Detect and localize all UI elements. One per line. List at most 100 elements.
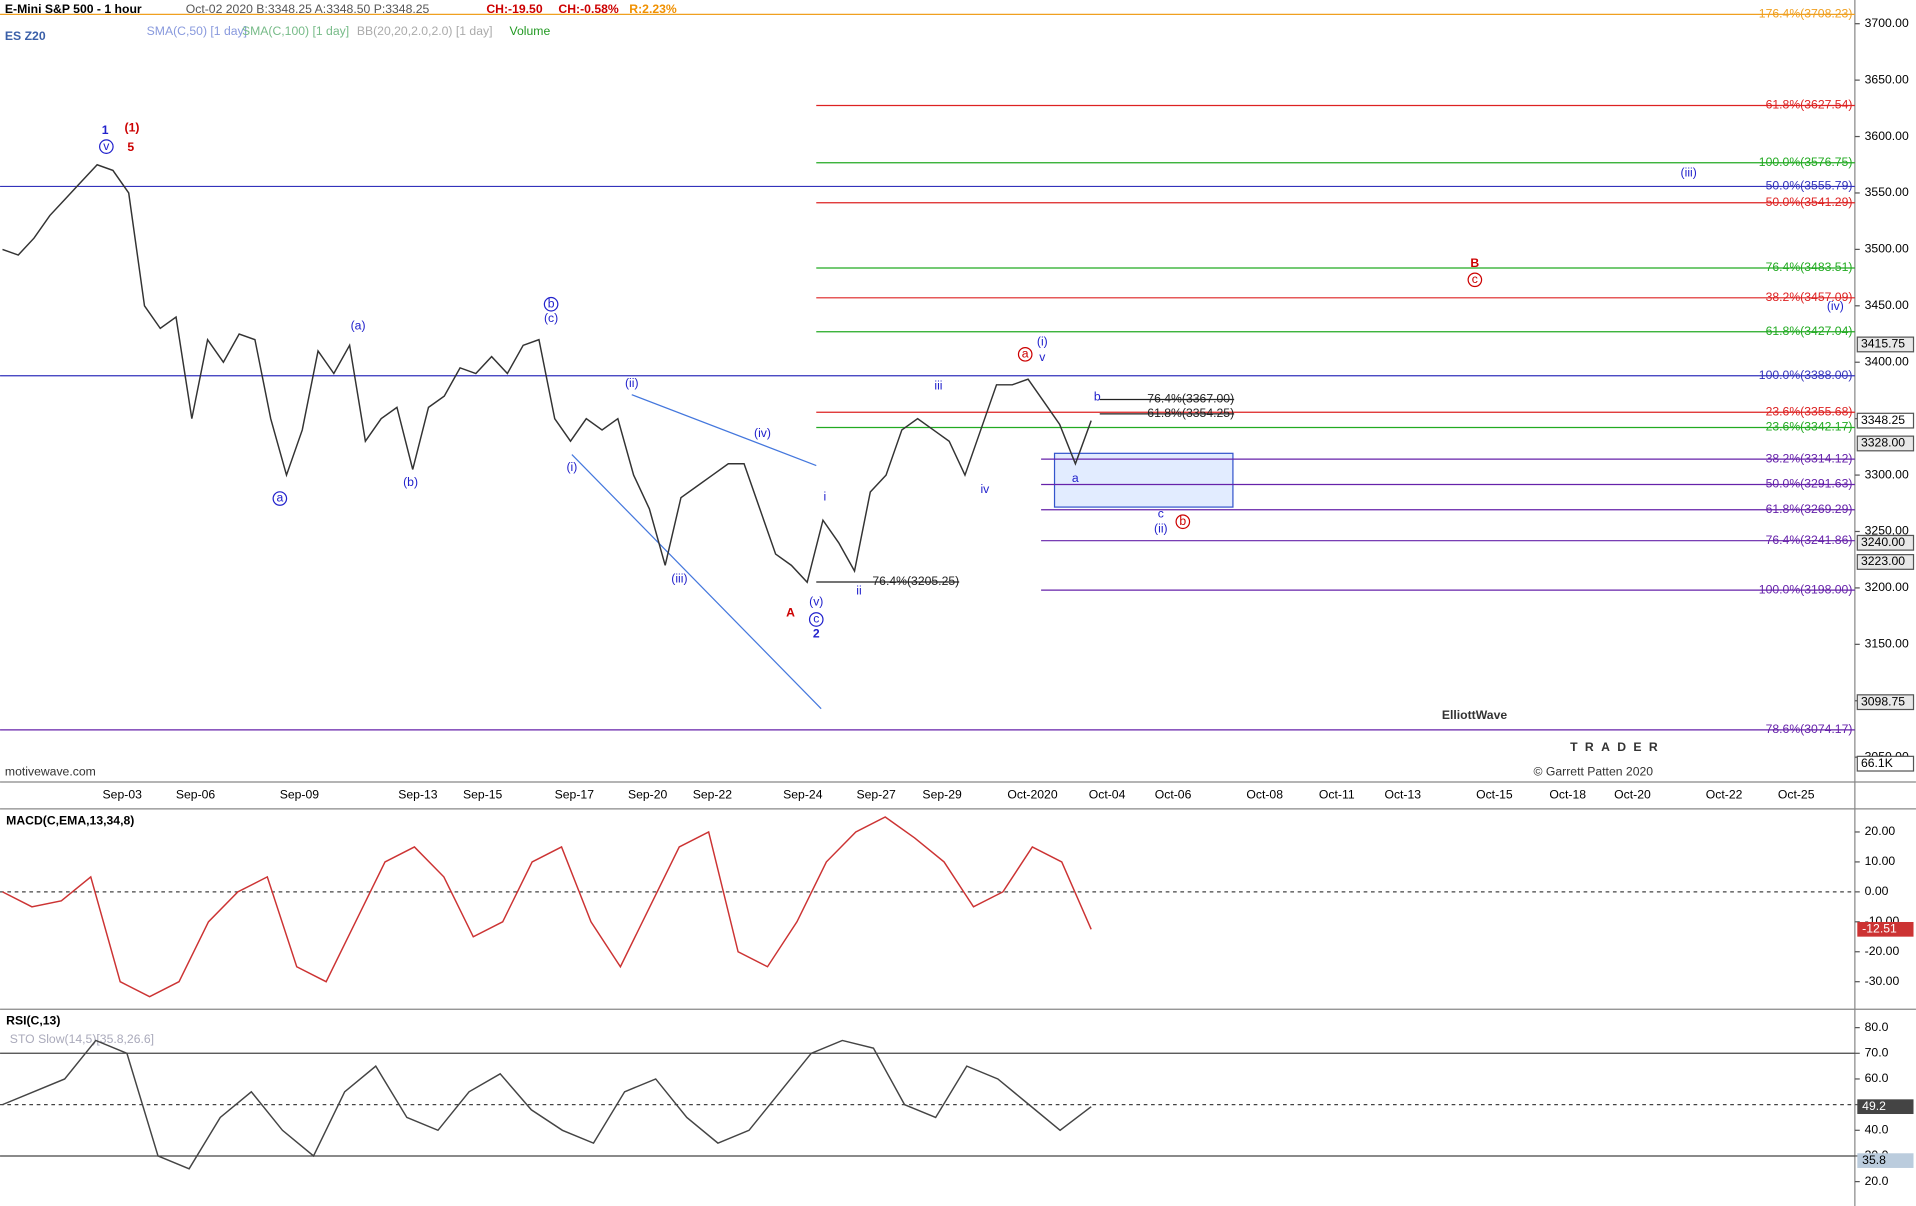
price-tag [1856, 336, 1915, 353]
fib-label: 61.8%(3269.29) [1766, 502, 1853, 516]
series-line [2, 163, 1092, 584]
wave-label: 1 [102, 123, 109, 137]
wave-label: a [1072, 471, 1079, 485]
wave-label: b [548, 296, 555, 310]
x-tick-label: Oct-20 [1614, 788, 1651, 802]
volume-tag [1856, 755, 1915, 772]
wave-label: v [103, 139, 110, 153]
fib-label: 61.8%(3627.54) [1766, 98, 1853, 112]
wave-label: (iii) [671, 571, 687, 585]
price-tag-label: 3240.00 [1861, 535, 1905, 549]
fib-label: 100.0%(3576.75) [1759, 155, 1853, 169]
fib-label: 50.0%(3291.63) [1766, 477, 1853, 491]
wave-label: b [1094, 389, 1101, 403]
rsi-subtitle: STO Slow(14,5)[35.8,26.6] [10, 1032, 154, 1046]
fib-label: 76.4%(3483.51) [1766, 260, 1853, 274]
x-tick-label: Oct-04 [1089, 788, 1126, 802]
fib-label: 38.2%(3314.12) [1766, 451, 1853, 465]
x-tick-label: Sep-09 [280, 788, 320, 802]
volume-label: 66.1K [1861, 756, 1893, 770]
y-tick-label: 10.00 [1865, 854, 1896, 868]
series-line [2, 1039, 1092, 1170]
wave-label: c [1472, 272, 1478, 286]
price-tag [1856, 412, 1915, 429]
x-tick-label: Oct-15 [1476, 788, 1513, 802]
value-tag [1857, 1153, 1914, 1168]
x-tick-label: Oct-2020 [1007, 788, 1057, 802]
symbol: ES Z20 [5, 29, 46, 43]
wave-label: 5 [127, 140, 134, 154]
y-tick-label: 3200.00 [1865, 580, 1909, 594]
value-tag [1857, 1099, 1914, 1115]
price-tag [1856, 534, 1915, 551]
logo-sub: TRADER [1570, 740, 1665, 754]
fib-label: 23.6%(3342.17) [1766, 420, 1853, 434]
wave-label: (ii) [625, 376, 639, 390]
wave-circle [1017, 347, 1033, 362]
fib-label: 78.6%(3074.17) [1766, 722, 1853, 736]
x-tick-label: Sep-17 [555, 788, 595, 802]
fib-label: 76.4%(3241.86) [1766, 533, 1853, 547]
price-tag-label: 3415.75 [1861, 337, 1905, 351]
price-tag-label: 3098.75 [1861, 694, 1905, 708]
quote: Oct-02 2020 B:3348.25 A:3348.50 P:3348.2… [186, 2, 430, 16]
watermark: motivewave.com [5, 764, 96, 778]
y-tick-label: 3300.00 [1865, 467, 1909, 481]
x-tick-label: Sep-13 [398, 788, 438, 802]
price-tag-label: 3328.00 [1861, 436, 1905, 450]
change: CH:-19.50 [486, 2, 543, 16]
wave-label: B [1470, 256, 1479, 270]
wave-label: A [786, 606, 795, 620]
value-label: 49.2 [1862, 1099, 1886, 1113]
wave-label: a [1022, 347, 1029, 361]
x-tick-label: Oct-22 [1706, 788, 1743, 802]
range: R:2.23% [629, 2, 677, 16]
y-tick-label: 80.0 [1865, 1020, 1889, 1034]
wave-label: (iv) [754, 426, 771, 440]
wave-label: (b) [403, 475, 418, 489]
y-tick-label: -30.00 [1865, 974, 1900, 988]
price-tag [1856, 694, 1915, 711]
study: SMA(C,100) [1 day] [242, 24, 349, 38]
macd-title: MACD(C,EMA,13,34,8) [6, 813, 134, 827]
title: E-Mini S&P 500 - 1 hour [5, 2, 142, 16]
x-tick-label: Sep-03 [103, 788, 143, 802]
x-tick-label: Sep-20 [628, 788, 668, 802]
wave-label: (1) [125, 121, 140, 135]
study: BB(20,20,2.0,2.0) [1 day] [357, 24, 493, 38]
wave-label: (a) [351, 318, 366, 332]
wave-label: (iv) [1827, 299, 1844, 313]
channel-line [571, 454, 822, 710]
x-tick-label: Sep-24 [783, 788, 823, 802]
wave-label: b [1179, 514, 1186, 528]
wave-label: c [1158, 507, 1164, 521]
wave-label: (c) [544, 311, 558, 325]
fib-label: 38.2%(3457.09) [1766, 290, 1853, 304]
y-tick-label: 3700.00 [1865, 16, 1909, 30]
y-tick-label: 20.00 [1865, 824, 1896, 838]
rsi-title: RSI(C,13) [6, 1014, 60, 1028]
x-tick-label: Oct-11 [1319, 788, 1355, 802]
wave-label: c [813, 612, 819, 626]
y-tick-label: 20.0 [1865, 1174, 1889, 1188]
wave-label: (ii) [1154, 521, 1168, 535]
wave-label: 2 [813, 626, 820, 640]
fib-label: 76.4%(3205.25) [872, 574, 959, 588]
wave-circle [99, 139, 114, 154]
wave-circle [272, 491, 288, 506]
value-label: 35.8 [1862, 1153, 1886, 1167]
study: Volume [510, 24, 551, 38]
y-tick-label: 3500.00 [1865, 242, 1909, 256]
price-tag [1856, 435, 1915, 452]
fib-label: 23.6%(3355.68) [1766, 404, 1853, 418]
target-box [1053, 452, 1234, 508]
x-tick-label: Sep-29 [922, 788, 962, 802]
wave-circle [1175, 514, 1191, 530]
price-tag [1856, 554, 1915, 570]
wave-circle [808, 612, 824, 627]
wave-label: v [1039, 350, 1046, 364]
x-tick-label: Oct-18 [1549, 788, 1586, 802]
